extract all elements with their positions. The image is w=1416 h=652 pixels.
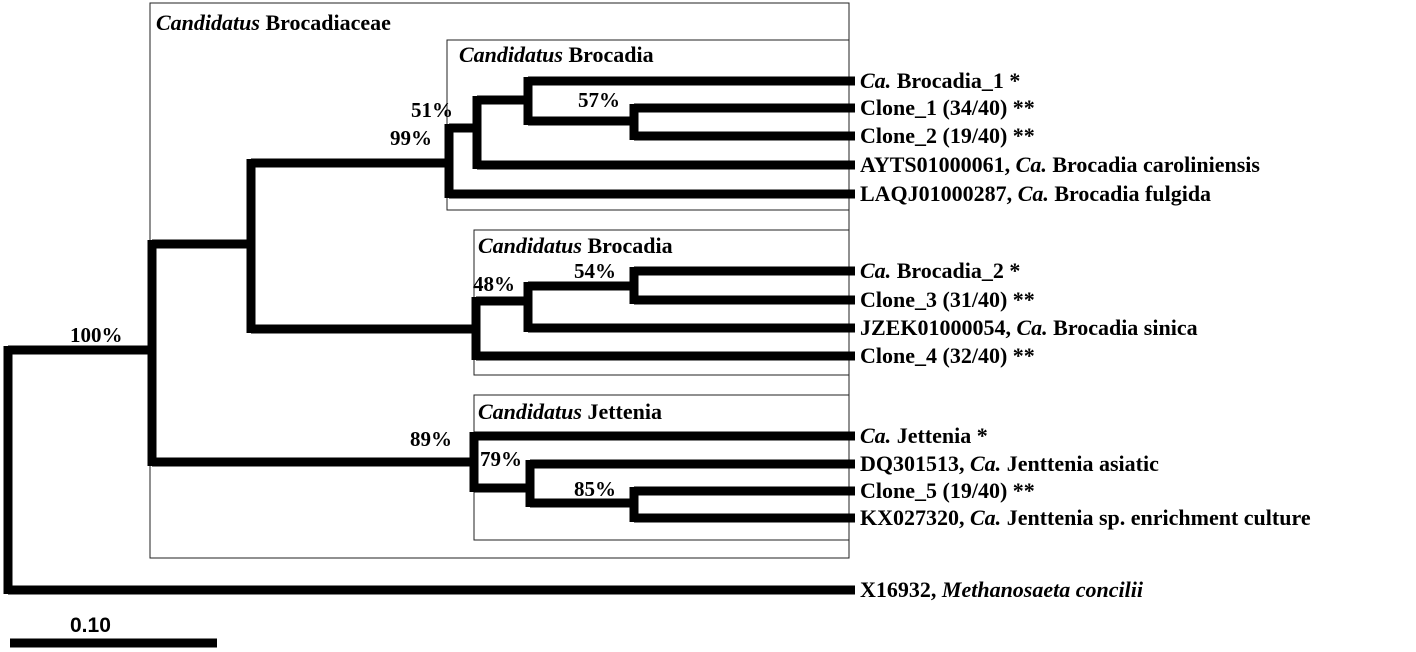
clade-label-brocadia-1: Candidatus Brocadia bbox=[459, 42, 654, 67]
leaf-label: X16932, Methanosaeta concilii bbox=[860, 577, 1144, 602]
leaf-label: KX027320, Ca. Jenttenia sp. enrichment c… bbox=[860, 505, 1311, 530]
leaf-label: JZEK01000054, Ca. Brocadia sinica bbox=[860, 315, 1198, 340]
leaf-label: Clone_4 (32/40) ** bbox=[860, 343, 1035, 368]
bootstrap-clone-1-2: 57% bbox=[578, 88, 620, 112]
leaf-label: Clone_5 (19/40) ** bbox=[860, 478, 1035, 503]
bootstrap-brocadia2-clone3: 54% bbox=[574, 259, 616, 283]
leaf-label: Clone_3 (31/40) ** bbox=[860, 287, 1035, 312]
bootstrap-jettenia-group: 89% bbox=[410, 427, 452, 451]
clade-label-brocadiaceae: Candidatus Brocadiaceae bbox=[156, 10, 391, 35]
leaf-label: Ca. Brocadia_2 * bbox=[860, 258, 1020, 283]
bootstrap-brocadia-inner: 51% bbox=[411, 98, 453, 122]
bootstrap-root: 100% bbox=[70, 323, 123, 347]
leaf-label: AYTS01000061, Ca. Brocadia caroliniensis bbox=[860, 152, 1260, 177]
leaf-label: LAQJ01000287, Ca. Brocadia fulgida bbox=[860, 181, 1211, 206]
leaf-label: Clone_2 (19/40) ** bbox=[860, 123, 1035, 148]
leaf-label: Ca. Jettenia * bbox=[860, 423, 988, 448]
leaf-label: Ca. Brocadia_1 * bbox=[860, 68, 1020, 93]
bootstrap-brocadia-group: 99% bbox=[390, 126, 432, 150]
clade-label-jettenia: Candidatus Jettenia bbox=[478, 399, 662, 424]
leaf-label: DQ301513, Ca. Jenttenia asiatic bbox=[860, 451, 1159, 476]
bootstrap-jettenia-inner: 79% bbox=[480, 447, 522, 471]
scale-bar-label: 0.10 bbox=[70, 614, 111, 637]
leaf-label: Clone_1 (34/40) ** bbox=[860, 95, 1035, 120]
bootstrap-clone5-kx: 85% bbox=[574, 477, 616, 501]
clade-label-brocadia-2: Candidatus Brocadia bbox=[478, 233, 673, 258]
bootstrap-brocadia2-group: 48% bbox=[473, 272, 515, 296]
